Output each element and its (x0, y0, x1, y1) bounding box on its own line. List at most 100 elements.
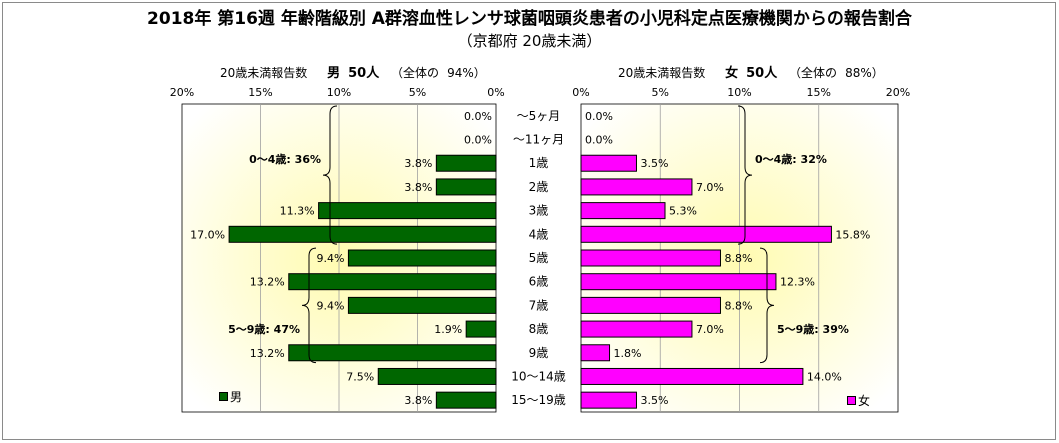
male-data-label: 3.8% (404, 157, 432, 170)
female-bar (580, 391, 637, 409)
female-data-label: 7.0% (696, 181, 724, 194)
category-label: 1歳 (529, 156, 549, 170)
female-tick-label: 10% (727, 86, 751, 99)
female-header: 20歳未満報告数 女 50人 （全体の 88%） (618, 62, 884, 81)
male-tick-label: 0% (487, 86, 504, 99)
male-bar (435, 154, 497, 172)
female-data-label: 8.8% (724, 299, 752, 312)
male-age-group-label: 0～4歳: 36% (249, 152, 321, 166)
female-data-label: 7.0% (696, 323, 724, 336)
male-bar (465, 320, 497, 338)
female-data-label: 15.8% (835, 228, 870, 241)
chart-subtitle: （京都府 20歳未満） (457, 32, 602, 50)
female-data-label: 8.8% (724, 252, 752, 265)
male-data-label: 3.8% (404, 394, 432, 407)
male-tick-label: 20% (170, 86, 194, 99)
legend-female-label: 女 (858, 394, 871, 408)
female-bar (580, 296, 721, 314)
male-data-label: 3.8% (404, 181, 432, 194)
female-bar (580, 225, 832, 243)
male-data-label: 11.3% (280, 205, 315, 218)
category-label: 10～14歳 (511, 369, 566, 383)
male-bar (288, 344, 497, 362)
category-label: 2歳 (529, 180, 549, 194)
male-age-group-label: 5～9歳: 47% (228, 322, 300, 336)
male-age-group-bracket (322, 105, 338, 245)
male-data-label: 1.9% (434, 323, 462, 336)
female-data-label: 14.0% (807, 370, 842, 383)
male-data-label: 7.5% (346, 370, 374, 383)
category-label: ～5ヶ月 (517, 109, 561, 123)
male-bar (318, 202, 497, 220)
chart-title: 2018年 第16週 年齢階級別 A群溶血性レンサ球菌咽頭炎患者の小児科定点医療… (147, 9, 912, 29)
male-data-label: 17.0% (190, 228, 225, 241)
female-tick-label: 20% (886, 86, 910, 99)
male-data-label: 13.2% (250, 347, 285, 360)
legend-male-swatch (219, 392, 228, 401)
legend-male-label: 男 (230, 390, 243, 404)
female-bar (580, 154, 637, 172)
female-data-label: 12.3% (780, 276, 815, 289)
female-data-label: 0.0% (585, 134, 613, 147)
category-label: 15～19歳 (511, 393, 566, 407)
male-data-label: 9.4% (316, 299, 344, 312)
male-bar (347, 296, 497, 314)
female-header-share-prefix: （全体の (789, 66, 838, 80)
female-bar (580, 367, 804, 385)
female-header-share-value: 88%） (845, 66, 884, 80)
category-label: 9歳 (529, 346, 549, 360)
female-age-group-bracket (759, 247, 775, 364)
category-label: 7歳 (529, 298, 549, 312)
category-label: 6歳 (529, 275, 549, 289)
female-tick-label: 15% (807, 86, 831, 99)
female-data-label: 5.3% (669, 205, 697, 218)
male-header-count: 50人 (348, 66, 380, 81)
male-bar (288, 273, 497, 291)
category-label: 5歳 (529, 251, 549, 265)
male-bar (228, 225, 497, 243)
category-label: 3歳 (529, 204, 549, 218)
male-header-share-prefix: （全体の (391, 66, 440, 80)
female-data-label: 3.5% (640, 394, 668, 407)
female-age-group-label: 5～9歳: 39% (777, 322, 849, 336)
male-data-label: 0.0% (464, 134, 492, 147)
female-bar (580, 249, 721, 267)
female-bar (580, 273, 777, 291)
male-header-share-value: 94%） (447, 66, 486, 80)
male-tick-label: 10% (327, 86, 351, 99)
legend-male: 男 (219, 388, 242, 405)
female-bar (580, 178, 693, 196)
female-tick-label: 0% (572, 86, 589, 99)
male-tick-label: 15% (248, 86, 272, 99)
female-data-label: 3.5% (640, 157, 668, 170)
legend-female: 女 (847, 392, 870, 409)
female-header-count: 50人 (746, 66, 778, 81)
male-data-label: 0.0% (464, 110, 492, 123)
legend-female-swatch (847, 396, 856, 405)
female-tick-label: 5% (652, 86, 669, 99)
category-label: 4歳 (529, 227, 549, 241)
female-age-group-label: 0～4歳: 32% (755, 152, 827, 166)
female-data-label: 1.8% (614, 347, 642, 360)
male-age-group-bracket (301, 247, 317, 364)
female-age-group-bracket (737, 105, 753, 245)
female-header-sex: 女 (725, 66, 739, 81)
male-header: 20歳未満報告数 男 50人 （全体の 94%） (220, 62, 486, 81)
male-bar (435, 178, 497, 196)
category-label: ～11ヶ月 (513, 133, 564, 147)
female-bar (580, 320, 693, 338)
male-tick-label: 5% (409, 86, 426, 99)
male-header-label: 20歳未満報告数 (220, 66, 308, 80)
male-bar (377, 367, 497, 385)
male-bar (435, 391, 497, 409)
category-label: 8歳 (529, 322, 549, 336)
male-data-label: 13.2% (250, 276, 285, 289)
male-bar (347, 249, 497, 267)
male-header-sex: 男 (327, 66, 341, 81)
male-data-label: 9.4% (316, 252, 344, 265)
female-data-label: 0.0% (585, 110, 613, 123)
female-bar (580, 202, 666, 220)
female-bar (580, 344, 611, 362)
